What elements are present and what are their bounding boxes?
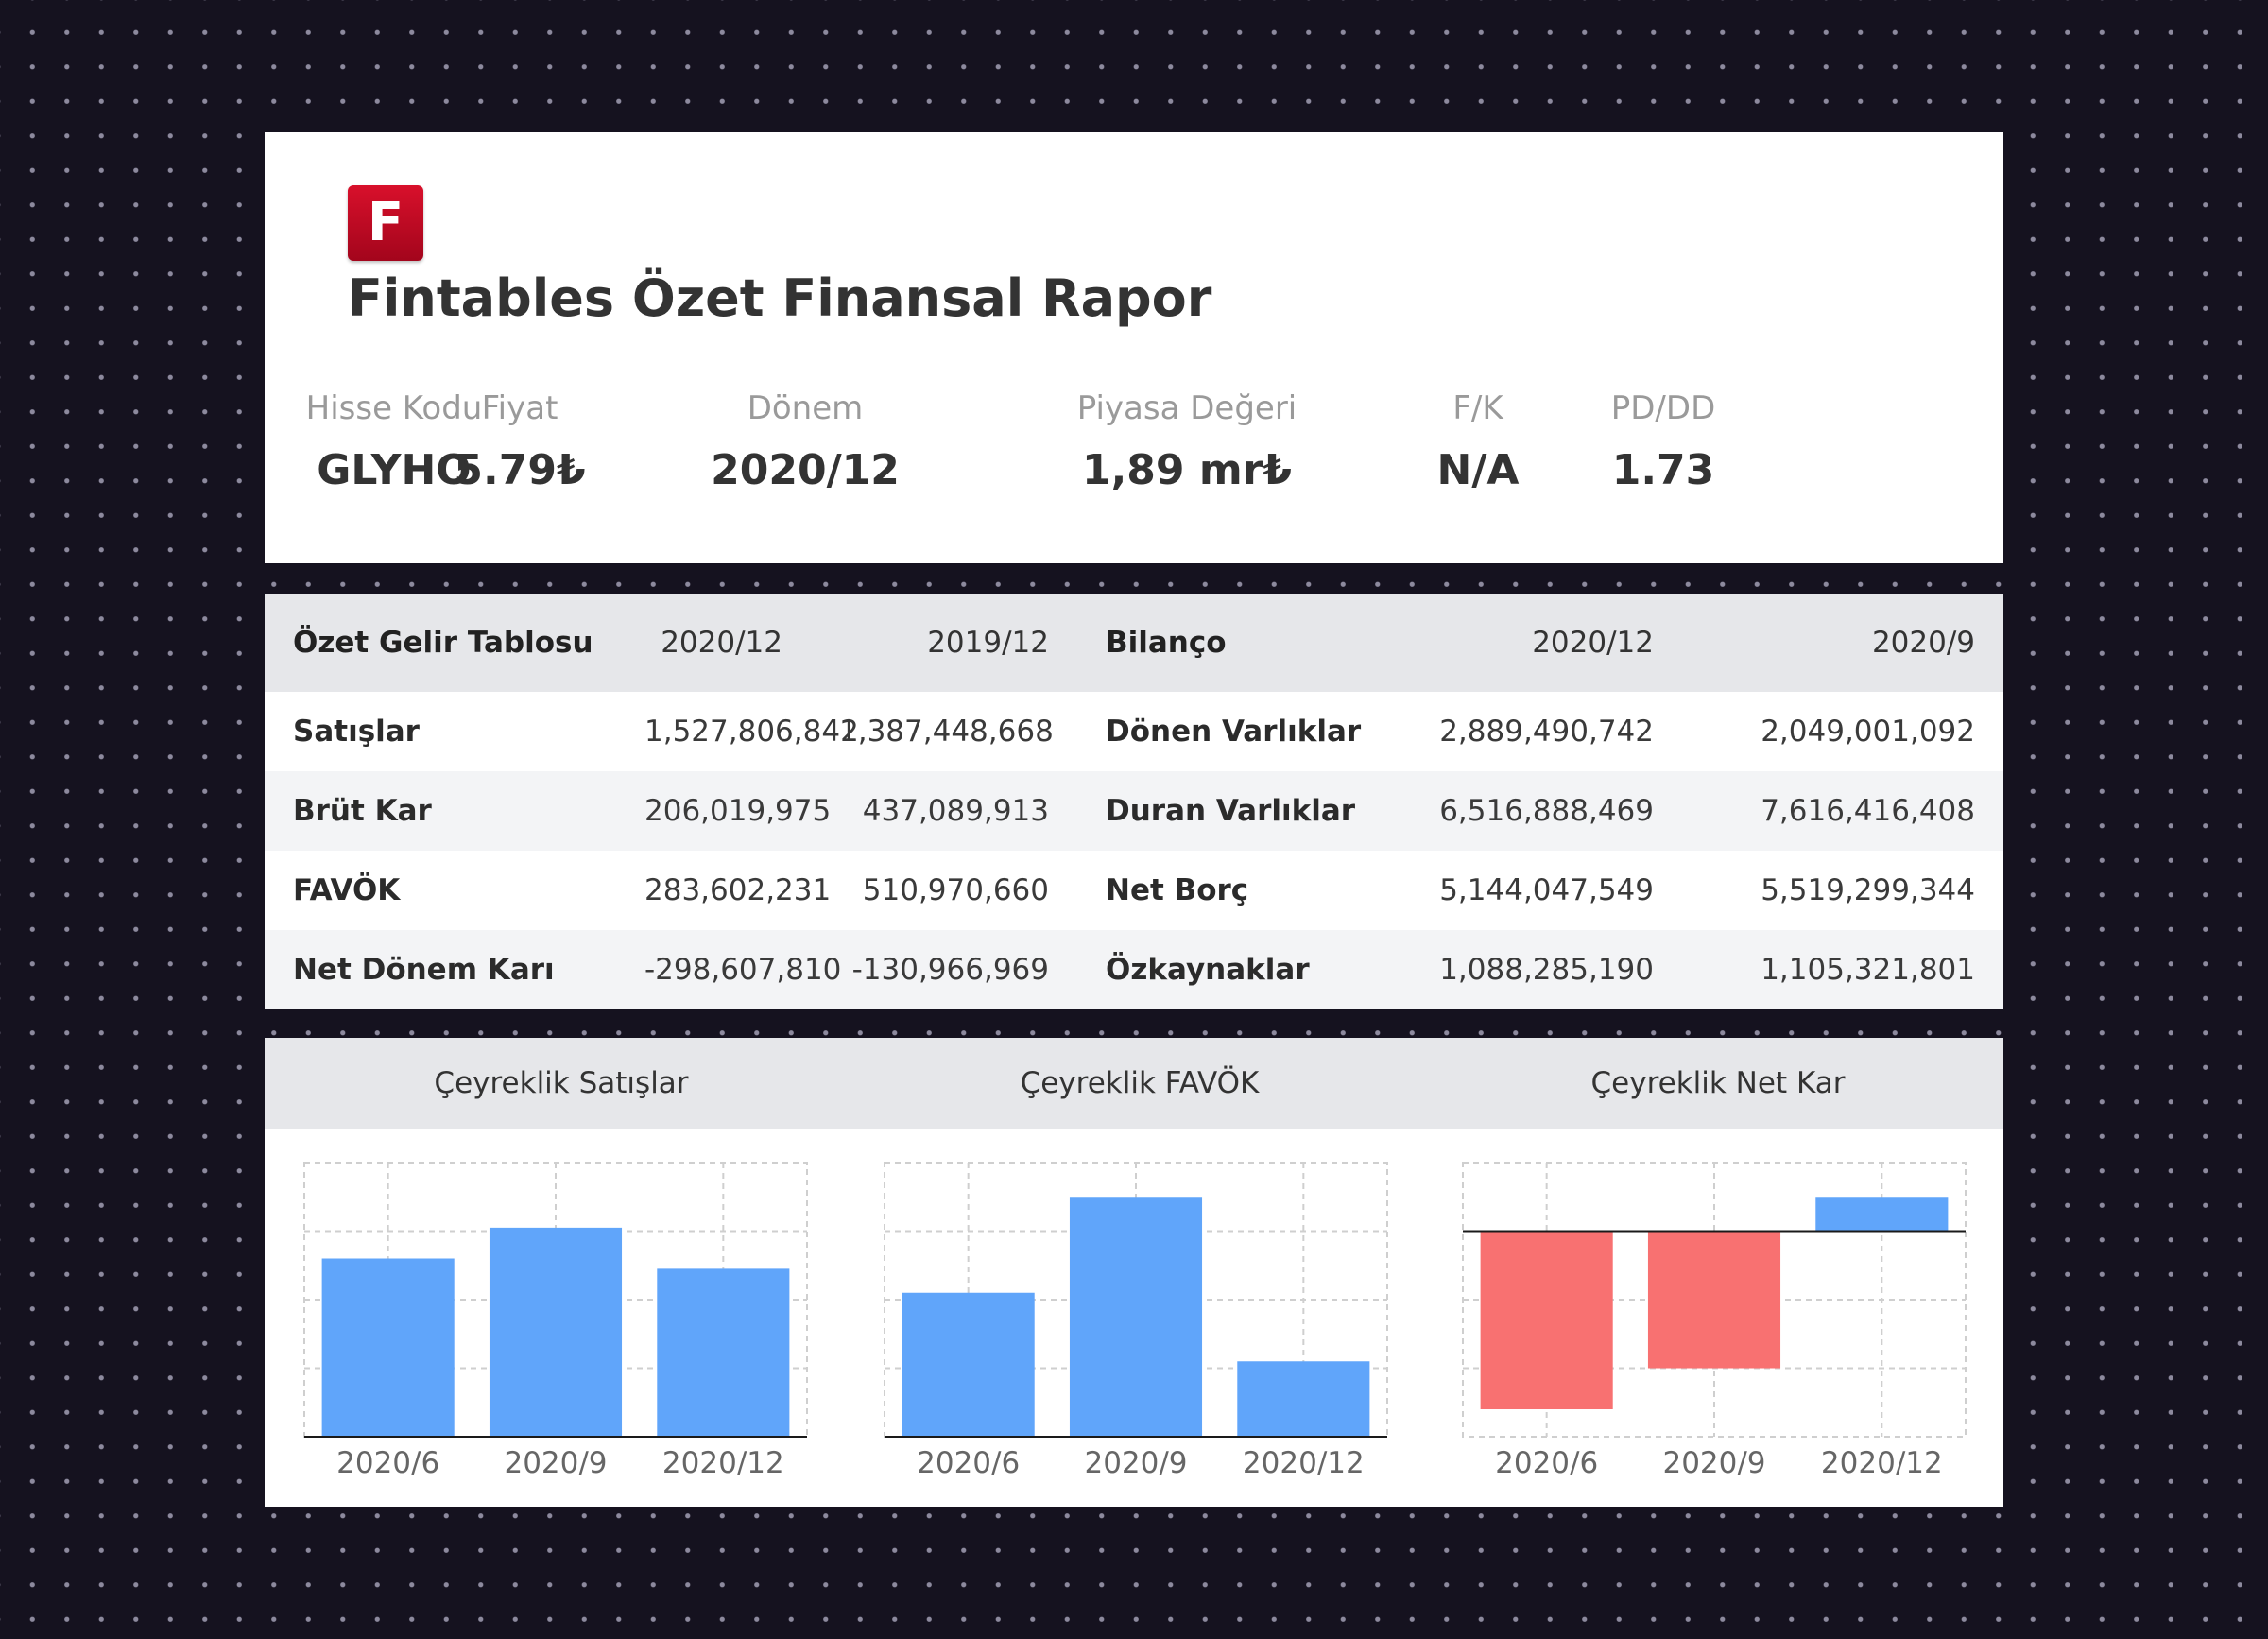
financial-summary-table: Özet Gelir Tablosu 2020/12 2019/12 Bilan… [265,594,2003,1009]
cell-value: 206,019,975 [644,794,832,828]
metric-fiyat: Fiyat 5.79₺ [406,389,633,495]
report-header: F Fintables Özet Finansal Rapor Hisse Ko… [265,132,2003,563]
row-label: Net Borç [1106,873,1249,907]
metric-label: F/K [1452,389,1503,427]
metric-piyasa-degeri: Piyasa Değeri 1,89 mr₺ [1074,389,1300,495]
cell-value: 1,105,321,801 [1761,953,1975,987]
chart-bar [1647,1231,1781,1369]
chart-tick-label: 2020/12 [662,1446,784,1480]
cell-value: -298,607,810 [644,953,842,987]
column-header: 2020/9 [1871,626,1975,660]
income-table-title: Özet Gelir Tablosu [293,626,593,660]
row-label: Duran Varlıklar [1106,794,1356,828]
row-label: Satışlar [293,715,420,749]
metric-value: GLYHO [317,446,472,494]
table-row: Net Dönem Karı -298,607,810 -130,966,969… [265,930,2003,1009]
row-label: FAVÖK [293,873,401,907]
chart-tick-label: 2020/9 [1084,1446,1187,1480]
cell-value: 6,516,888,469 [1439,794,1654,828]
row-label: Özkaynaklar [1106,953,1310,987]
row-label: Net Dönem Karı [293,953,555,987]
metric-label: Dönem [747,389,864,427]
chart-tick-label: 2020/12 [1243,1446,1365,1480]
row-label: Brüt Kar [293,794,432,828]
chart-quarterly-net-profit: 2020/6 2020/9 2020/12 [1462,1162,1967,1480]
chart-quarterly-sales: 2020/6 2020/9 2020/12 [303,1162,808,1480]
cell-value: -130,966,969 [851,953,1049,987]
cell-value: 7,616,416,408 [1761,794,1975,828]
charts-header: Çeyreklik Satışlar Çeyreklik FAVÖK Çeyre… [265,1038,2003,1129]
cell-value: 437,089,913 [862,794,1049,828]
metric-value: N/A [1436,446,1520,494]
chart-bar [902,1292,1035,1437]
cell-value: 5,519,299,344 [1761,873,1975,907]
chart-bar [657,1268,790,1437]
balance-table-title: Bilanço [1106,626,1227,660]
quarterly-charts-panel: Çeyreklik Satışlar Çeyreklik FAVÖK Çeyre… [265,1038,2003,1507]
metric-label: Hisse Kodu [305,389,483,427]
cell-value: 1,088,285,190 [1439,953,1654,987]
chart-tick-label: 2020/9 [504,1446,607,1480]
cell-value: 2,049,001,092 [1761,715,1975,749]
fintables-logo-icon: F [348,185,423,261]
metric-hisse-kodu: Hisse Kodu GLYHO [281,389,507,495]
cell-value: 510,970,660 [862,873,1049,907]
chart-bar [1069,1197,1203,1437]
row-label: Dönen Varlıklar [1106,715,1362,749]
cell-value: 2,889,490,742 [1439,715,1654,749]
chart-bar [1237,1361,1370,1437]
metric-value: 5.79₺ [454,446,586,494]
chart-title-satislar: Çeyreklik Satışlar [434,1066,689,1100]
chart-tick-label: 2020/6 [336,1446,439,1480]
chart-bar [489,1227,623,1437]
chart-bar [1815,1197,1949,1232]
metric-label: PD/DD [1610,389,1716,427]
report-title: Fintables Özet Finansal Rapor [348,268,1212,328]
table-row: Satışlar 1,527,806,842 1,387,448,668 Dön… [265,692,2003,771]
chart-bar [1480,1231,1613,1409]
metric-label: Piyasa Değeri [1076,389,1297,427]
table-row: Brüt Kar 206,019,975 437,089,913 Duran V… [265,771,2003,851]
cell-value: 5,144,047,549 [1439,873,1654,907]
chart-tick-label: 2020/12 [1821,1446,1943,1480]
metric-pd-dd: PD/DD 1.73 [1550,389,1777,495]
metric-value: 2020/12 [711,446,900,494]
chart-quarterly-favok: 2020/6 2020/9 2020/12 [884,1162,1388,1480]
metric-value: 1.73 [1611,446,1715,494]
column-header: 2019/12 [927,626,1049,660]
table-header-row: Özet Gelir Tablosu 2020/12 2019/12 Bilan… [265,594,2003,692]
cell-value: 1,527,806,842 [644,715,859,749]
column-header: 2020/12 [661,626,782,660]
chart-tick-label: 2020/6 [917,1446,1020,1480]
chart-tick-label: 2020/6 [1495,1446,1598,1480]
chart-tick-label: 2020/9 [1662,1446,1765,1480]
cell-value: 1,387,448,668 [839,715,1054,749]
chart-title-favok: Çeyreklik FAVÖK [1020,1066,1260,1100]
table-row: FAVÖK 283,602,231 510,970,660 Net Borç 5… [265,851,2003,930]
metric-fk: F/K N/A [1365,389,1591,495]
chart-title-net-kar: Çeyreklik Net Kar [1590,1066,1846,1100]
cell-value: 283,602,231 [644,873,832,907]
chart-bar [321,1258,455,1437]
metric-donem: Dönem 2020/12 [692,389,919,495]
metric-value: 1,89 mr₺ [1081,446,1293,494]
column-header: 2020/12 [1532,626,1654,660]
financial-summary-panel: Özet Gelir Tablosu 2020/12 2019/12 Bilan… [265,594,2003,1009]
metric-label: Fiyat [481,389,558,427]
